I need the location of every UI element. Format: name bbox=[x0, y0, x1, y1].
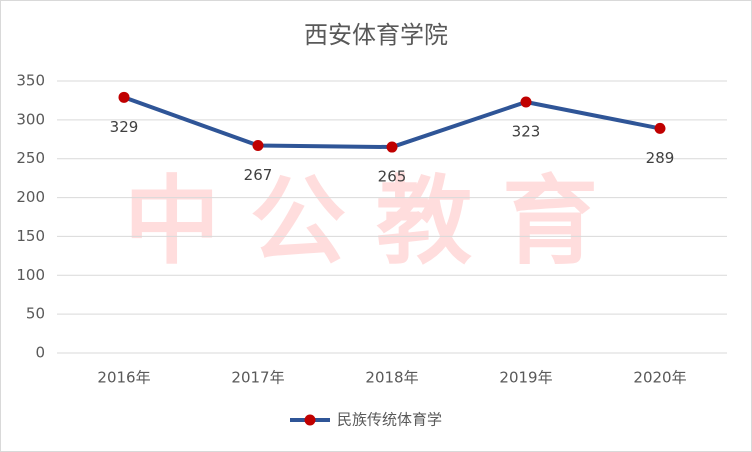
watermark: 中公教育 bbox=[124, 165, 628, 277]
y-tick-label: 350 bbox=[16, 72, 45, 90]
x-tick-label: 2016年 bbox=[97, 369, 150, 387]
data-label: 323 bbox=[512, 122, 541, 140]
y-tick-label: 100 bbox=[16, 266, 45, 284]
chart-title: 西安体育学院 bbox=[304, 21, 448, 49]
legend-marker bbox=[304, 414, 316, 426]
marker bbox=[520, 96, 532, 108]
x-tick-label: 2020年 bbox=[633, 369, 686, 387]
data-label: 267 bbox=[244, 166, 273, 184]
marker bbox=[252, 140, 264, 152]
data-label: 329 bbox=[110, 118, 139, 136]
data-label: 289 bbox=[646, 149, 675, 167]
y-tick-label: 250 bbox=[16, 149, 45, 167]
marker bbox=[118, 91, 130, 103]
legend-label: 民族传统体育学 bbox=[337, 411, 442, 429]
y-tick-label: 200 bbox=[16, 188, 45, 206]
y-tick-label: 0 bbox=[35, 344, 45, 362]
marker bbox=[654, 122, 666, 134]
x-tick-label: 2017年 bbox=[231, 369, 284, 387]
marker bbox=[386, 141, 398, 153]
y-tick-label: 300 bbox=[16, 110, 45, 128]
data-label: 265 bbox=[378, 168, 407, 186]
x-tick-label: 2019年 bbox=[499, 369, 552, 387]
y-tick-label: 150 bbox=[16, 227, 45, 245]
x-tick-label: 2018年 bbox=[365, 369, 418, 387]
y-tick-label: 50 bbox=[26, 305, 45, 323]
